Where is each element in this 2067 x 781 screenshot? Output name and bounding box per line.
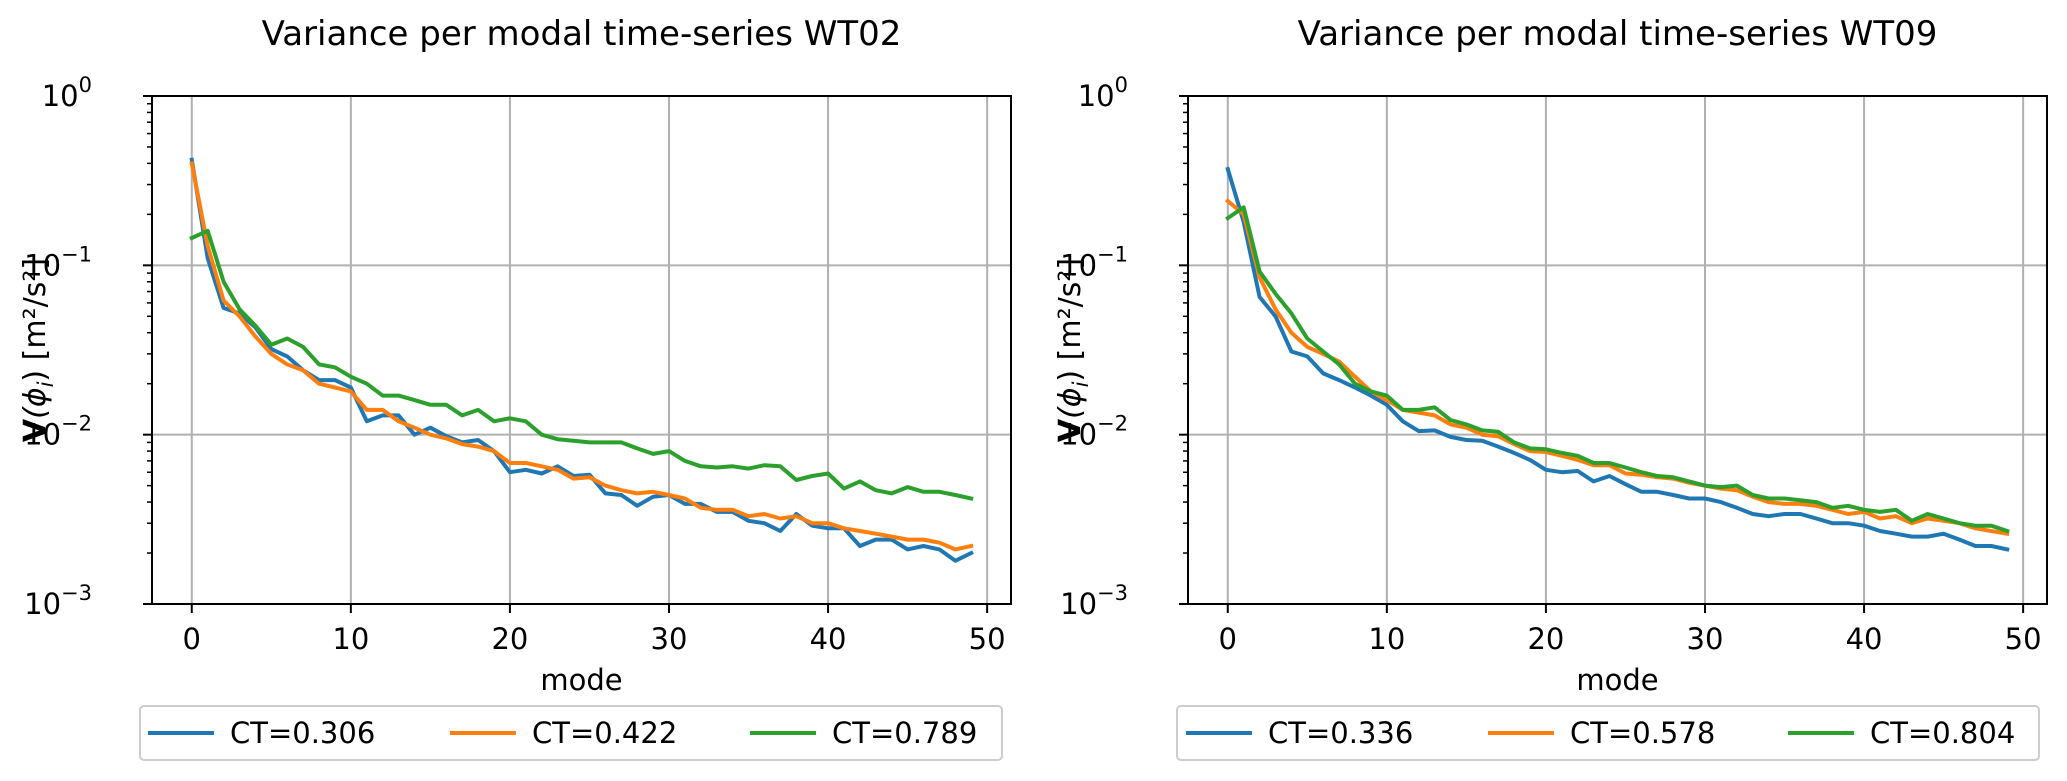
y-tick-label: 10−3 (24, 581, 92, 621)
series-line-1 (1225, 166, 2010, 552)
y-tick-label: 10−1 (24, 242, 92, 282)
y-label-sub: i (1069, 381, 1093, 387)
y-label-sub: i (34, 381, 58, 387)
y-tick-exponent: −1 (1097, 242, 1128, 266)
y-label-units: ) [m²/s²] (1053, 258, 1088, 382)
y-label-phi: (ϕ (1053, 387, 1088, 419)
chart-title: Variance per modal time-series WT02 (262, 14, 902, 54)
x-tick-label: 0 (183, 622, 201, 656)
x-tick-label: 40 (1846, 622, 1883, 656)
legend-label-2: CT=0.578 (1570, 716, 1715, 750)
y-tick-base: 10 (24, 248, 61, 282)
series-line-1 (189, 157, 974, 563)
y-axis-label: V(ϕi) [m²/s²] (18, 258, 58, 442)
axes-frame (1187, 95, 2048, 605)
legend-label-1: CT=0.306 (230, 716, 375, 750)
x-tick-label: 50 (969, 622, 1006, 656)
y-tick-exponent: 0 (79, 73, 92, 97)
y-tick-base: 10 (24, 418, 61, 452)
y-tick-label: 100 (42, 73, 92, 113)
y-tick-base: 10 (1060, 248, 1097, 282)
legend-label-1: CT=0.336 (1268, 716, 1413, 750)
x-axis-label: mode (1576, 663, 1658, 697)
y-tick-label: 10−2 (24, 412, 92, 452)
x-tick-label: 30 (651, 622, 688, 656)
y-tick-label: 10−3 (1060, 581, 1128, 621)
legend: CT=0.306 CT=0.422 CT=0.789 (139, 705, 1003, 761)
y-tick-base: 10 (24, 587, 61, 621)
y-tick-label: 100 (1078, 73, 1128, 113)
legend-frame (139, 705, 1003, 761)
y-axis-label: V(ϕi) [m²/s²] (1053, 258, 1093, 442)
x-tick-label: 10 (332, 622, 369, 656)
y-label-phi: (ϕ (18, 387, 53, 419)
x-tick-label: 20 (491, 622, 528, 656)
y-label-bold: V (1053, 418, 1088, 442)
x-tick-label: 0 (1219, 622, 1237, 656)
x-tick-label: 50 (2005, 622, 2042, 656)
y-tick-exponent: −1 (61, 242, 92, 266)
legend-label-3: CT=0.804 (1870, 716, 2015, 750)
y-tick-exponent: −3 (61, 581, 92, 605)
legend-frame (1176, 705, 2040, 761)
y-tick-exponent: 0 (1115, 73, 1128, 97)
x-tick-label: 20 (1527, 622, 1564, 656)
legend: CT=0.336 CT=0.578 CT=0.804 (1176, 705, 2040, 761)
series-line-2 (1224, 198, 2010, 537)
chart-title: Variance per modal time-series WT09 (1298, 14, 1938, 54)
y-tick-exponent: −3 (1097, 581, 1128, 605)
x-tick-label: 10 (1368, 622, 1405, 656)
y-label-bold: V (18, 418, 53, 442)
series-line-3 (189, 228, 974, 501)
y-tick-exponent: −2 (61, 412, 92, 436)
series-line-2 (189, 161, 974, 552)
y-tick-label: 10−2 (1060, 412, 1128, 452)
x-tick-label: 30 (1687, 622, 1724, 656)
y-tick-exponent: −2 (1097, 412, 1128, 436)
legend-label-2: CT=0.422 (532, 716, 677, 750)
legend-label-3: CT=0.789 (832, 716, 977, 750)
y-tick-base: 10 (1060, 418, 1097, 452)
x-tick-label: 40 (810, 622, 847, 656)
series-line-3 (1225, 205, 2010, 534)
y-label-units: ) [m²/s²] (18, 258, 53, 382)
y-tick-base: 10 (1078, 79, 1115, 113)
x-axis-label: mode (540, 663, 622, 697)
axes-frame (151, 95, 1012, 605)
y-tick-label: 10−1 (1060, 242, 1128, 282)
y-tick-base: 10 (1060, 587, 1097, 621)
y-tick-base: 10 (42, 79, 79, 113)
